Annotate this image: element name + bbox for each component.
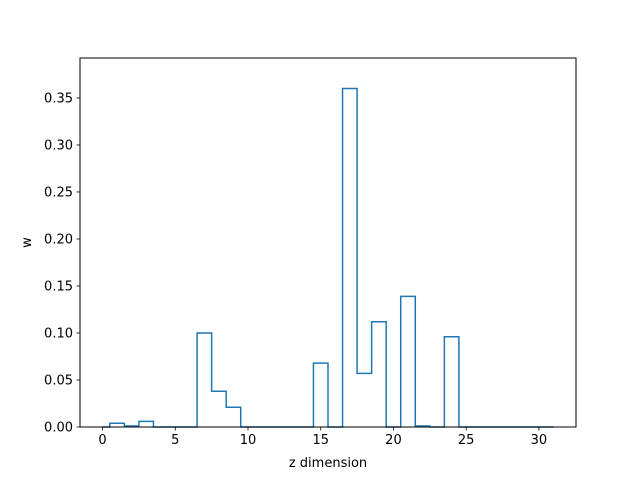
x-tick-label-2: 10 (240, 433, 257, 448)
x-tick-label-5: 25 (458, 433, 475, 448)
y-tick-label-5: 0.25 (44, 185, 73, 200)
x-tick-label-6: 30 (531, 433, 548, 448)
x-tick-label-0: 0 (98, 433, 106, 448)
axes-ticks: 0 5 10 15 20 25 30 0.00 0.05 0.10 0.15 0.20 0.25 0.30… (44, 91, 547, 448)
y-axis-label: w (20, 237, 35, 248)
x-axis-label: z dimension (289, 456, 367, 471)
y-tick-label-6: 0.30 (44, 138, 73, 153)
y-tick-label-0: 0.00 (44, 421, 73, 436)
y-tick-label-1: 0.05 (44, 373, 73, 388)
axes-frame (79, 57, 577, 428)
y-tick-label-2: 0.10 (44, 326, 73, 341)
y-tick-label-7: 0.35 (44, 91, 73, 106)
x-tick-label-1: 5 (171, 433, 179, 448)
x-tick-label-4: 20 (385, 433, 402, 448)
y-tick-label-3: 0.15 (44, 279, 73, 294)
x-tick-label-3: 15 (312, 433, 329, 448)
y-tick-label-4: 0.20 (44, 232, 73, 247)
